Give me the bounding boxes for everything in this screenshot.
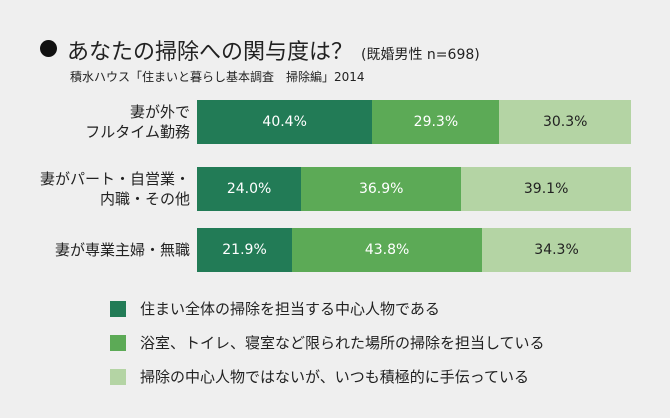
- legend-item: 住まい全体の掃除を担当する中心人物である: [110, 298, 440, 319]
- bar-row: 40.4% 29.3% 30.3%: [197, 100, 631, 144]
- bar-segment: 30.3%: [499, 100, 631, 144]
- data-label: 34.3%: [534, 242, 579, 258]
- legend-label: 住まい全体の掃除を担当する中心人物である: [140, 300, 440, 318]
- legend-label: 浴室、トイレ、寝室など限られた場所の掃除を担当している: [140, 334, 545, 352]
- data-label: 40.4%: [262, 114, 307, 130]
- legend-item: 掃除の中心人物ではないが、いつも積極的に手伝っている: [110, 366, 529, 387]
- data-label: 36.9%: [358, 181, 404, 197]
- data-label: 21.9%: [222, 242, 267, 258]
- legend-swatch: [110, 334, 126, 351]
- data-label: 29.3%: [413, 114, 459, 130]
- data-label: 39.1%: [523, 181, 569, 197]
- category-label: 妻が専業主婦・無職: [54, 241, 190, 259]
- bar-segment: 29.3%: [372, 100, 500, 144]
- category-label: 妻がパート・自営業・ 内職・その他: [39, 170, 190, 208]
- legend-swatch: [110, 368, 126, 385]
- data-label: 43.8%: [364, 242, 410, 258]
- bar-segment: 40.4%: [197, 100, 373, 144]
- bar-segment: 43.8%: [292, 228, 483, 272]
- bar-row: 21.9% 43.8% 34.3%: [197, 228, 631, 272]
- bar-segment: 36.9%: [301, 167, 462, 211]
- legend-swatch: [110, 300, 126, 317]
- data-label: 24.0%: [226, 181, 272, 197]
- title-text: あなたの掃除への関与度は？: [67, 40, 354, 65]
- bar-segment: 34.3%: [482, 228, 631, 272]
- bar-segment: 24.0%: [197, 167, 302, 211]
- bar-row: 24.0% 36.9% 39.1%: [197, 167, 631, 211]
- bar-segment: 39.1%: [461, 167, 631, 211]
- chart-source: 積水ハウス「住まいと暮らし基本調査 掃除編」2014: [70, 70, 365, 84]
- chart-subtitle: (既婚男性 n=698): [361, 47, 480, 63]
- bullet-icon: [40, 40, 57, 57]
- data-label: 30.3%: [542, 114, 588, 130]
- legend-item: 浴室、トイレ、寝室など限られた場所の掃除を担当している: [110, 332, 545, 353]
- chart-title: あなたの掃除への関与度は？ (既婚男性 n=698): [40, 34, 480, 66]
- category-label: 妻が外で フルタイム勤務: [85, 103, 190, 141]
- bar-segment: 21.9%: [197, 228, 293, 272]
- legend-label: 掃除の中心人物ではないが、いつも積極的に手伝っている: [140, 368, 529, 386]
